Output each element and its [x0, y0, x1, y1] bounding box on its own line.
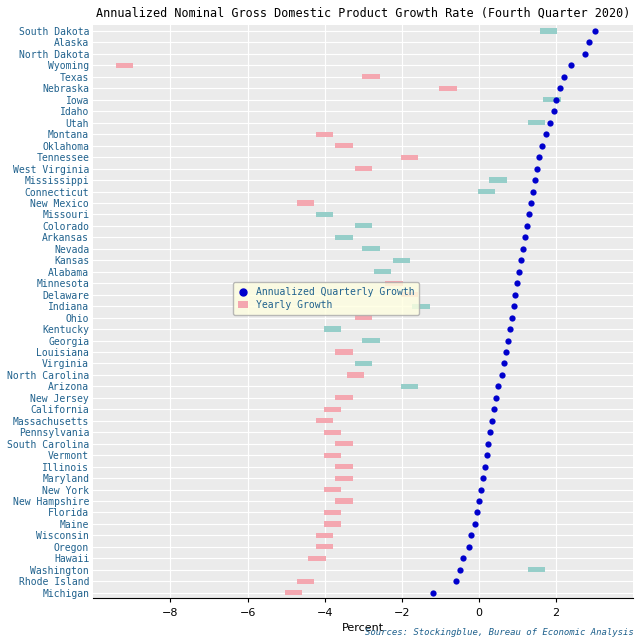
Bar	[355, 223, 372, 228]
Bar	[324, 510, 341, 515]
Bar	[374, 269, 391, 275]
X-axis label: Percent: Percent	[342, 623, 384, 633]
Title: Annualized Nominal Gross Domestic Product Growth Rate (Fourth Quarter 2020): Annualized Nominal Gross Domestic Produc…	[96, 7, 630, 20]
Bar	[412, 303, 429, 308]
Bar	[316, 544, 333, 550]
Bar	[355, 166, 372, 171]
Bar	[335, 349, 353, 355]
Bar	[335, 476, 353, 481]
Bar	[335, 235, 353, 240]
Bar	[528, 567, 545, 572]
Bar	[324, 487, 341, 492]
Bar	[362, 338, 380, 343]
Bar	[335, 464, 353, 469]
Bar	[297, 200, 314, 205]
Bar	[297, 579, 314, 584]
Bar	[540, 28, 557, 33]
Bar	[285, 590, 303, 595]
Bar	[324, 522, 341, 527]
Bar	[335, 499, 353, 504]
Bar	[316, 418, 333, 424]
Bar	[362, 74, 380, 79]
Bar	[316, 132, 333, 137]
Bar	[335, 441, 353, 446]
Bar	[324, 407, 341, 412]
Text: Sources: Stockingblue, Bureau of Economic Analysis: Sources: Stockingblue, Bureau of Economi…	[365, 628, 634, 637]
Bar	[335, 396, 353, 401]
Bar	[316, 533, 333, 538]
Bar	[401, 292, 418, 297]
Bar	[385, 280, 403, 286]
Bar	[355, 361, 372, 366]
Bar	[478, 189, 495, 194]
Bar	[528, 120, 545, 125]
Bar	[401, 154, 418, 160]
Bar	[308, 556, 326, 561]
Legend: Annualized Quarterly Growth, Yearly Growth: Annualized Quarterly Growth, Yearly Grow…	[233, 282, 419, 315]
Bar	[116, 63, 133, 68]
Bar	[490, 177, 507, 182]
Bar	[316, 212, 333, 217]
Bar	[324, 452, 341, 458]
Bar	[393, 258, 410, 263]
Bar	[324, 326, 341, 332]
Bar	[324, 429, 341, 435]
Bar	[439, 86, 457, 91]
Bar	[401, 384, 418, 389]
Bar	[347, 372, 364, 378]
Bar	[543, 97, 561, 102]
Bar	[355, 315, 372, 320]
Bar	[335, 143, 353, 148]
Bar	[362, 246, 380, 252]
